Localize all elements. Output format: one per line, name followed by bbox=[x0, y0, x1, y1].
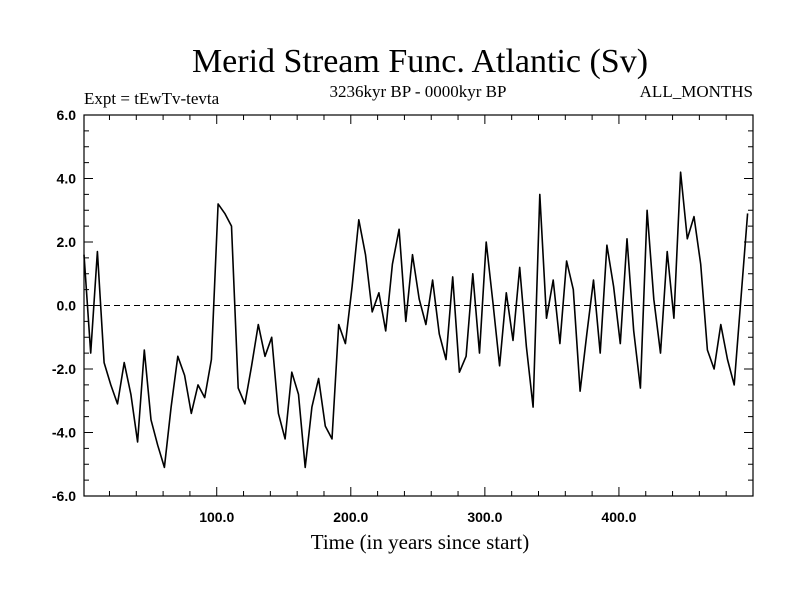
experiment-label: Expt = tEwTv-tevta bbox=[84, 89, 220, 108]
x-axis-label: Time (in years since start) bbox=[311, 530, 530, 554]
months-label: ALL_MONTHS bbox=[640, 82, 753, 101]
y-tick-label: -2.0 bbox=[52, 361, 76, 377]
series-line bbox=[83, 171, 749, 469]
y-tick-label: 6.0 bbox=[57, 107, 77, 123]
plot-area: 100.0 200.0 300.0 400.0 -6.0 -4.0 -2.0 0.0 2.0 4.… bbox=[52, 107, 754, 525]
time-range-label: 3236kyr BP - 0000kyr BP bbox=[330, 82, 507, 101]
y-tick-label: 2.0 bbox=[57, 234, 77, 250]
x-tick-label: 400.0 bbox=[601, 509, 636, 525]
y-tick-label: -6.0 bbox=[52, 488, 76, 504]
y-tick-label: 0.0 bbox=[57, 298, 77, 314]
y-tick-label: 4.0 bbox=[57, 171, 77, 187]
x-tick-label: 100.0 bbox=[199, 509, 234, 525]
x-tick-label: 300.0 bbox=[467, 509, 502, 525]
x-tick-label: 200.0 bbox=[333, 509, 368, 525]
y-tick-label: -4.0 bbox=[52, 425, 76, 441]
chart-title: Merid Stream Func. Atlantic (Sv) bbox=[192, 43, 648, 80]
